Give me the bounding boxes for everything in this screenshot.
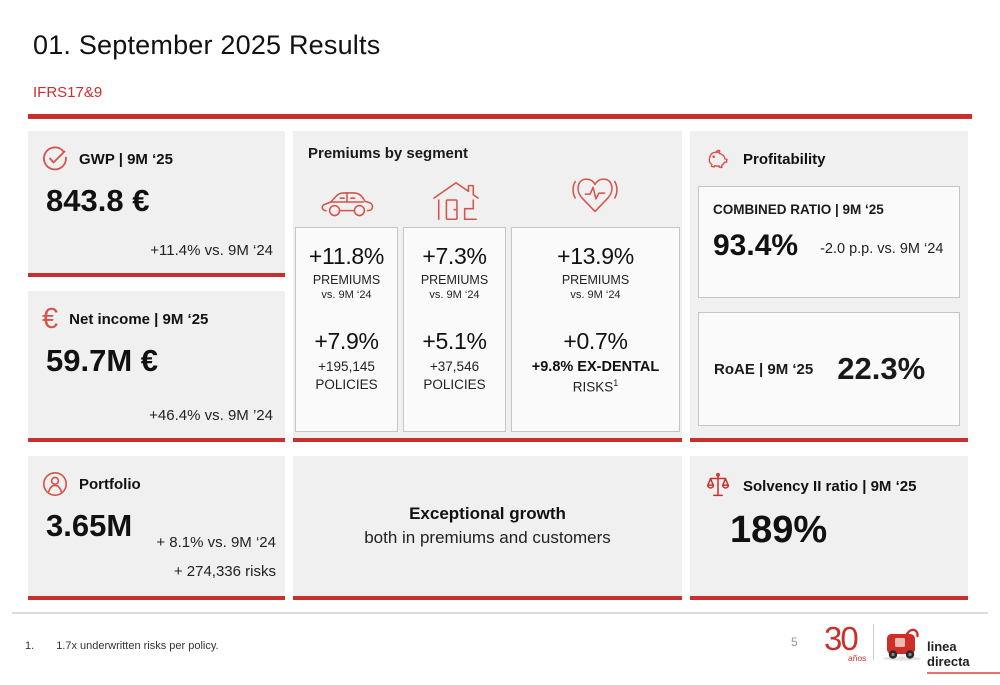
gwp-value: 843.8 € bbox=[46, 183, 150, 218]
portfolio-card-title: Portfolio bbox=[79, 475, 141, 493]
gwp-card-title: GWP | 9M ‘25 bbox=[79, 150, 173, 168]
motor-policies-count: +195,145 bbox=[318, 359, 375, 374]
motor-policies-label: POLICIES bbox=[315, 377, 378, 392]
anniversary-number: 30 bbox=[824, 620, 859, 657]
profitability-card-title: Profitability bbox=[743, 150, 826, 168]
solvency-card: Solvency II ratio | 9M ‘25 189% bbox=[690, 456, 968, 600]
piggy-bank-icon bbox=[704, 146, 732, 172]
home-policies-count: +37,546 bbox=[429, 359, 480, 374]
footnote-ref: 1 bbox=[613, 378, 619, 388]
home-premiums-vs: vs. 9M ‘24 bbox=[429, 289, 480, 301]
home-premiums-change: +7.3% bbox=[422, 243, 487, 269]
combined-ratio-label: COMBINED RATIO | 9M ‘25 bbox=[713, 202, 884, 217]
solvency-value: 189% bbox=[730, 509, 828, 551]
net-income-delta: +46.4% vs. 9M ’24 bbox=[149, 407, 273, 424]
health-exdental-change: +9.8% EX-DENTAL bbox=[531, 359, 660, 375]
gwp-delta: +11.4% vs. 9M ‘24 bbox=[150, 242, 273, 259]
combined-ratio-box: COMBINED RATIO | 9M ‘25 93.4% -2.0 p.p. … bbox=[698, 186, 960, 298]
motor-policies-change: +7.9% bbox=[314, 328, 379, 354]
footnote: 1. 1.7x underwritten risks per policy. bbox=[25, 640, 219, 652]
person-circle-icon bbox=[42, 471, 68, 497]
health-premiums-vs: vs. 9M ‘24 bbox=[570, 289, 621, 301]
health-premiums-label: PREMIUMS bbox=[561, 273, 630, 287]
roae-label: RoAE | 9M ‘25 bbox=[714, 360, 814, 378]
house-icon bbox=[430, 177, 482, 230]
profitability-card: Profitability COMBINED RATIO | 9M ‘25 93… bbox=[690, 131, 968, 442]
brand-mascot-icon bbox=[881, 626, 923, 667]
motor-premiums-change: +11.8% bbox=[308, 243, 385, 269]
roae-box: RoAE | 9M ‘25 22.3% bbox=[698, 312, 960, 426]
page-number: 5 bbox=[791, 635, 798, 649]
segment-box-health: +13.9% PREMIUMS vs. 9M ‘24 +0.7% +9.8% E… bbox=[511, 227, 680, 432]
growth-subline: both in premiums and customers bbox=[364, 528, 611, 547]
balance-scale-icon bbox=[704, 471, 732, 501]
header-divider bbox=[28, 114, 972, 119]
car-icon bbox=[318, 181, 376, 228]
anniversary-caption: años bbox=[848, 653, 867, 663]
heart-pulse-icon bbox=[568, 171, 622, 228]
gwp-card: GWP | 9M ‘25 843.8 € +11.4% vs. 9M ‘24 bbox=[28, 131, 285, 277]
segment-box-motor: +11.8% PREMIUMS vs. 9M ‘24 +7.9% +195,14… bbox=[295, 227, 398, 432]
anniversary-logo: 30 años bbox=[824, 620, 866, 663]
home-policies-change: +5.1% bbox=[422, 328, 487, 354]
check-circle-icon bbox=[42, 146, 68, 172]
motor-premiums-vs: vs. 9M ‘24 bbox=[321, 289, 372, 301]
logo-divider bbox=[873, 624, 874, 660]
footer-divider bbox=[12, 612, 988, 614]
portfolio-card: Portfolio 3.65M + 8.1% vs. 9M ‘24 + 274,… bbox=[28, 456, 285, 600]
footnote-text: 1.7x underwritten risks per policy. bbox=[56, 640, 219, 652]
home-policies-label: POLICIES bbox=[423, 377, 486, 392]
segment-box-home: +7.3% PREMIUMS vs. 9M ‘24 +5.1% +37,546 … bbox=[403, 227, 506, 432]
euro-icon: € bbox=[42, 303, 59, 335]
growth-message-card: Exceptional growth both in premiums and … bbox=[293, 456, 682, 600]
brand-wordmark: linea directa bbox=[927, 639, 1000, 674]
portfolio-value: 3.65M bbox=[46, 508, 133, 543]
net-income-card-title: Net income | 9M ‘25 bbox=[69, 310, 209, 328]
motor-premiums-label: PREMIUMS bbox=[312, 273, 381, 287]
segments-title: Premiums by segment bbox=[308, 145, 469, 162]
net-income-card: € Net income | 9M ‘25 59.7M € +46.4% vs.… bbox=[28, 291, 285, 442]
health-risks-label: RISKS1 bbox=[572, 378, 619, 395]
footnote-number: 1. bbox=[25, 640, 35, 652]
net-income-value: 59.7M € bbox=[46, 343, 159, 378]
home-premiums-label: PREMIUMS bbox=[420, 273, 489, 287]
roae-value: 22.3% bbox=[837, 351, 926, 386]
portfolio-delta-risks: + 274,336 risks bbox=[173, 563, 276, 580]
growth-headline: Exceptional growth bbox=[409, 504, 566, 523]
segments-card: Premiums by segment bbox=[293, 131, 682, 442]
health-risks-change: +0.7% bbox=[563, 328, 628, 354]
combined-ratio-delta: -2.0 p.p. vs. 9M ‘24 bbox=[820, 241, 944, 257]
portfolio-delta-pct: + 8.1% vs. 9M ‘24 bbox=[156, 534, 276, 551]
page-title: 01. September 2025 Results bbox=[33, 30, 381, 60]
page-subtitle: IFRS17&9 bbox=[33, 84, 103, 101]
solvency-card-title: Solvency II ratio | 9M ‘25 bbox=[743, 477, 917, 495]
combined-ratio-value: 93.4% bbox=[713, 229, 799, 262]
health-premiums-change: +13.9% bbox=[557, 243, 634, 269]
